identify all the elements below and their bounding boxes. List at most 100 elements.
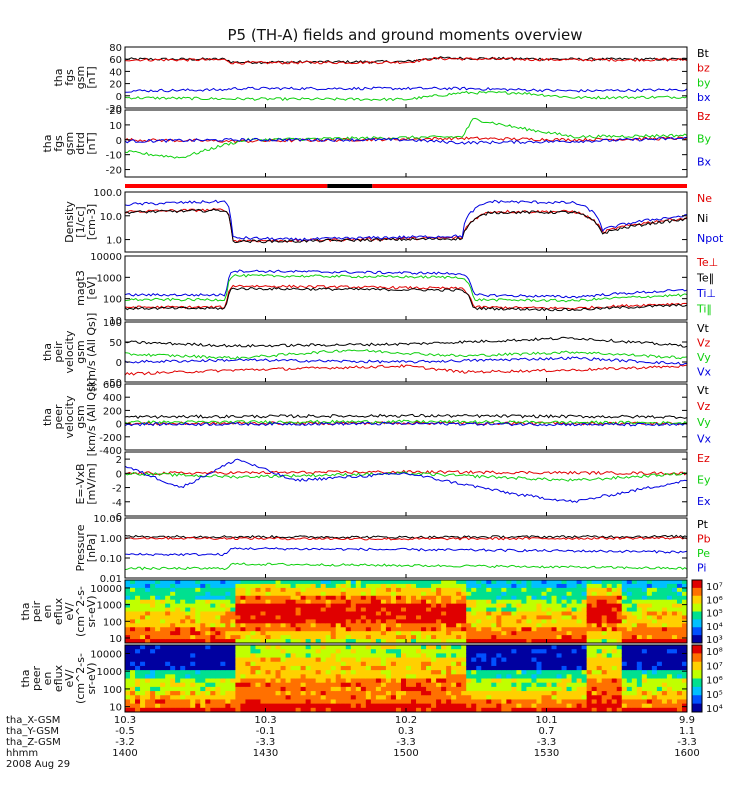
spectrogram-cell (235, 707, 241, 713)
spectrogram-cell (220, 661, 226, 667)
spectrogram-cell (586, 707, 593, 713)
spectrogram-cell (220, 631, 226, 636)
spectrogram-cell (160, 661, 166, 667)
spectrogram-cell (436, 631, 442, 636)
spectrogram-cell (180, 661, 186, 667)
spectrogram-cell (431, 657, 437, 663)
spectrogram-cell (355, 703, 362, 709)
spectrogram-cell (426, 678, 432, 684)
y-tick-label: 100.0 (93, 188, 122, 199)
spectrogram-cell (506, 699, 512, 705)
spectrogram-cell (150, 627, 156, 632)
series-line-Vy (124, 419, 688, 425)
y-ticks: 20-2-4-6 (112, 455, 687, 523)
spectrogram-cell (320, 657, 327, 663)
spectrogram-cell (285, 686, 292, 692)
spectrogram-cell (225, 631, 231, 636)
spectrogram-cell (190, 583, 196, 589)
spectrogram-cell (476, 603, 482, 609)
spectrogram-cell (330, 619, 337, 624)
spectrogram-cell (451, 635, 457, 640)
spectrogram-cell (636, 686, 643, 692)
spectrogram-cell (601, 682, 608, 688)
spectrogram-cell (265, 591, 272, 597)
spectrogram-cell (471, 595, 477, 601)
spectrogram-cell (250, 627, 256, 632)
spectrogram-cell (446, 707, 452, 713)
spectrogram-cell (411, 627, 417, 632)
spectrogram-cell (225, 678, 231, 684)
spectrogram-cell (240, 657, 246, 663)
spectrogram-cell (385, 635, 392, 640)
spectrogram-cell (225, 595, 231, 601)
spectrogram-cell (491, 619, 497, 624)
footer-row-value: -3.3 (256, 737, 276, 748)
spectrogram-cell (536, 619, 542, 624)
series-line-Ex (124, 458, 688, 504)
spectrogram-cell (125, 665, 131, 671)
spectrogram-cell (566, 661, 573, 667)
spectrogram-cell (441, 695, 447, 700)
footer-row-value: 1500 (393, 748, 418, 759)
spectrogram-cell (295, 695, 302, 700)
spectrogram-cell (375, 686, 382, 692)
spectrogram-cell (631, 635, 638, 640)
spectrogram-cell (335, 619, 342, 624)
spectrogram-cell (345, 611, 352, 616)
spectrogram-cell (140, 603, 146, 609)
spectrogram-cell (461, 678, 467, 684)
spectrogram-cell (160, 603, 166, 609)
spectrogram-cell (210, 686, 216, 692)
colorbar-tick-label: 10⁶ (706, 676, 723, 687)
series-line-Te⊥ (124, 284, 688, 310)
spectrogram-cell (290, 591, 297, 597)
y-tick-label: 10.00 (93, 514, 122, 525)
spectrogram-cell (431, 653, 437, 659)
spectrogram-cell (190, 707, 196, 713)
spectrogram-cell (436, 657, 442, 663)
spectrogram-cell (275, 591, 282, 597)
spectrogram-cell (661, 686, 668, 692)
spectrogram-cell (571, 631, 578, 636)
spectrogram-cell (255, 631, 261, 636)
spectrogram-cell (315, 645, 322, 650)
spectrogram-cell (526, 707, 532, 713)
series-line-Bx (124, 136, 688, 145)
spectrogram-cell (185, 674, 191, 679)
spectrogram-cell (175, 607, 181, 612)
spectrogram-cell (205, 703, 211, 709)
spectrogram-cell (200, 686, 206, 692)
spectrogram-cell (591, 653, 598, 659)
spectrogram-cell (325, 587, 332, 593)
spectrogram-cell (656, 627, 663, 632)
spectrogram-cell (476, 695, 482, 700)
spectrogram-cell (501, 607, 507, 612)
spectrogram-cell (446, 682, 452, 688)
spectrogram-cell (360, 595, 367, 601)
spectrogram-cell (421, 595, 427, 601)
spectrogram-cell (461, 595, 467, 601)
spectrogram-cell (481, 603, 487, 609)
spectrogram-cell (441, 615, 447, 620)
spectrogram-cell (626, 627, 633, 632)
spectrogram-cell (526, 703, 532, 709)
spectrogram-cell (416, 607, 422, 612)
spectrogram-cell (631, 665, 638, 671)
spectrogram-cell (155, 649, 161, 654)
spectrogram-cell (541, 631, 547, 636)
spectrogram-cell (536, 661, 542, 667)
spectrogram-cell (556, 686, 563, 692)
spectrogram-cell (275, 670, 282, 675)
spectrogram-cell (305, 703, 312, 709)
spectrogram-cell (421, 611, 427, 616)
spectrogram-cell (611, 635, 618, 640)
series-line-Vx (124, 421, 688, 427)
spectrogram-cell (145, 635, 151, 640)
series-group (124, 458, 688, 504)
spectrogram-cell (320, 580, 327, 585)
spectrogram-cell (636, 678, 643, 684)
spectrogram-cell (305, 682, 312, 688)
spectrogram-cell (300, 631, 307, 636)
spectrogram-cell (526, 623, 532, 628)
